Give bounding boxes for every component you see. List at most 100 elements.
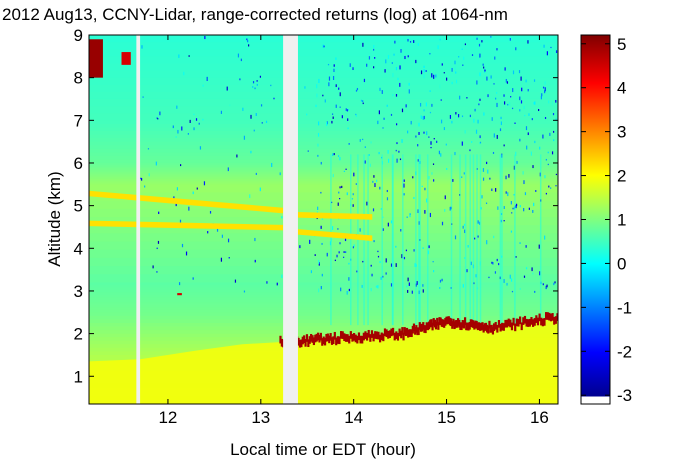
noise-speck (407, 289, 409, 293)
noise-speck (426, 198, 428, 203)
noise-speck (487, 169, 489, 174)
noise-speck (523, 180, 525, 185)
noise-speck (534, 140, 536, 144)
noise-speck (401, 254, 403, 259)
noise-speck (451, 67, 453, 72)
signal-band (89, 312, 558, 317)
signal-band (89, 225, 558, 234)
noise-speck (407, 277, 409, 282)
noise-speck (328, 82, 330, 87)
noise-speck (424, 210, 426, 214)
signal-band (89, 106, 558, 114)
noise-speck (459, 95, 461, 100)
noise-speck (239, 78, 241, 81)
noise-speck (407, 55, 409, 58)
noise-speck (437, 45, 439, 50)
cloud-top-mark (474, 320, 477, 329)
noise-speck (338, 87, 340, 90)
noise-speck (544, 81, 546, 85)
cloud-top-mark (301, 336, 304, 345)
noise-speck (479, 53, 481, 58)
noise-speck (322, 44, 324, 48)
cloud-top-mark (310, 333, 313, 342)
signal-band (89, 180, 558, 184)
cloud-top-mark (395, 331, 398, 340)
noise-speck (519, 96, 521, 101)
noise-speck (362, 100, 364, 103)
cloud-top-mark (318, 334, 321, 343)
noise-speck (542, 134, 544, 139)
cloud-top-mark (326, 333, 329, 342)
noise-speck (443, 72, 445, 74)
noise-speck (491, 188, 493, 192)
cloud-top-mark (459, 322, 462, 330)
noise-speck (380, 208, 382, 210)
noise-speck (349, 63, 351, 67)
noise-speck (519, 242, 521, 244)
noise-speck (227, 167, 229, 172)
noise-speck (372, 180, 374, 183)
noise-speck (337, 228, 339, 230)
noise-speck (403, 256, 406, 260)
noise-speck (423, 69, 425, 73)
colorbar-tick-label: 0 (617, 254, 626, 273)
cloud-top-mark (444, 318, 447, 326)
cloud-top-mark (453, 321, 456, 330)
noise-speck (550, 46, 552, 49)
cloud-top-mark (497, 320, 501, 328)
noise-speck (353, 244, 355, 247)
noise-speck (471, 54, 474, 56)
noise-speck (188, 206, 190, 211)
noise-speck (331, 113, 334, 115)
y-tick-label: 9 (74, 26, 83, 45)
noise-speck (544, 235, 546, 240)
cloud-top-mark (390, 328, 393, 337)
signal-band (89, 184, 558, 194)
noise-speck (522, 171, 524, 175)
cloud-top-mark (504, 319, 507, 328)
signal-band (89, 333, 558, 338)
plot-area (89, 35, 558, 404)
cloud-top-mark (466, 322, 469, 331)
noise-speck (519, 287, 521, 290)
noise-speck (336, 67, 338, 71)
noise-speck (309, 239, 311, 244)
noise-speck (352, 193, 354, 196)
noise-speck (493, 83, 495, 85)
noise-speck (395, 149, 397, 152)
noise-speck (318, 262, 320, 266)
cloud-top-mark (415, 325, 418, 333)
colorbar-tick-label: 3 (617, 123, 626, 142)
noise-speck (193, 127, 195, 131)
signal-band (89, 159, 558, 164)
noise-streak (350, 154, 352, 326)
cloud-top-mark (308, 336, 311, 344)
noise-speck (408, 89, 410, 94)
cloud-top-mark (523, 315, 527, 324)
noise-speck (373, 66, 375, 69)
cloud-top-mark (402, 332, 405, 341)
signal-band (89, 326, 558, 331)
noise-speck (431, 172, 433, 175)
noise-speck (355, 183, 357, 185)
signal-band (89, 70, 558, 79)
noise-speck (477, 235, 479, 238)
cloud-top-mark (467, 322, 470, 331)
cloud-top-mark (486, 324, 489, 333)
noise-speck (193, 113, 195, 116)
signal-band (89, 168, 558, 171)
data-gap (283, 35, 298, 404)
noise-speck (387, 222, 389, 227)
signal-band (89, 63, 558, 72)
noise-speck (385, 258, 387, 263)
signal-band (89, 49, 558, 57)
noise-speck (315, 104, 317, 108)
cloud-top-mark (315, 333, 318, 342)
colorbar-tick-label: -3 (617, 386, 632, 405)
noise-speck (519, 109, 521, 112)
cloud-top-mark (517, 318, 520, 327)
noise-speck (400, 229, 402, 232)
cloud-top-mark (499, 323, 502, 332)
noise-speck (533, 202, 535, 207)
noise-speck (254, 87, 256, 90)
